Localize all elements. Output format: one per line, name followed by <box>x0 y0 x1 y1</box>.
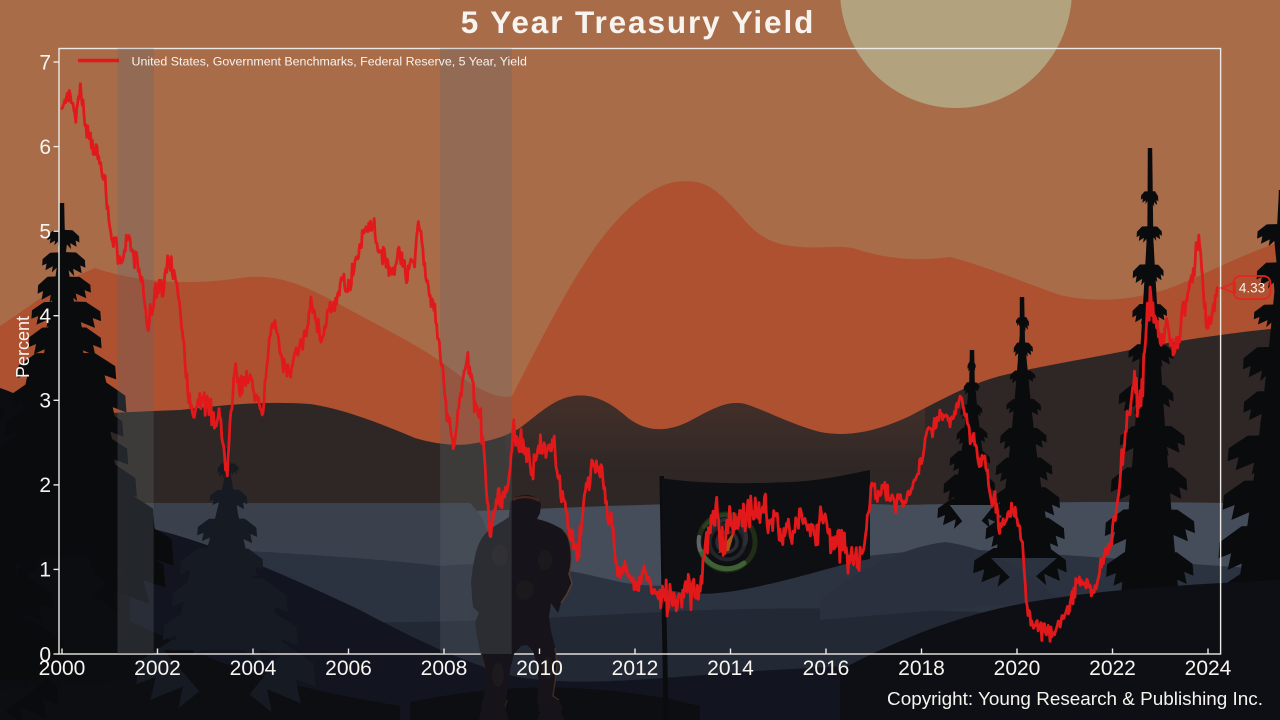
svg-text:1: 1 <box>39 559 51 582</box>
svg-text:7: 7 <box>39 51 51 74</box>
svg-text:4.33: 4.33 <box>1239 281 1265 296</box>
svg-text:2004: 2004 <box>230 657 277 680</box>
svg-text:6: 6 <box>39 136 51 159</box>
svg-text:4: 4 <box>39 305 51 328</box>
svg-text:2020: 2020 <box>994 657 1041 680</box>
svg-text:2: 2 <box>39 474 51 497</box>
svg-text:2000: 2000 <box>39 657 86 680</box>
svg-text:2016: 2016 <box>803 657 850 680</box>
svg-text:2002: 2002 <box>134 657 181 680</box>
svg-text:2014: 2014 <box>707 657 754 680</box>
svg-text:2018: 2018 <box>898 657 945 680</box>
svg-text:United States, Government Benc: United States, Government Benchmarks, Fe… <box>132 55 527 69</box>
svg-text:3: 3 <box>39 390 51 413</box>
svg-text:2022: 2022 <box>1089 657 1136 680</box>
svg-text:2024: 2024 <box>1185 657 1232 680</box>
svg-text:2010: 2010 <box>516 657 563 680</box>
svg-text:5 Year Treasury Yield: 5 Year Treasury Yield <box>461 4 816 40</box>
svg-text:Copyright: Young Research & Pu: Copyright: Young Research & Publishing I… <box>887 689 1263 710</box>
svg-text:2006: 2006 <box>325 657 372 680</box>
svg-text:5: 5 <box>39 221 51 244</box>
svg-text:2008: 2008 <box>421 657 468 680</box>
svg-text:0: 0 <box>39 643 51 666</box>
svg-text:2012: 2012 <box>612 657 659 680</box>
svg-text:Percent: Percent <box>13 316 33 378</box>
